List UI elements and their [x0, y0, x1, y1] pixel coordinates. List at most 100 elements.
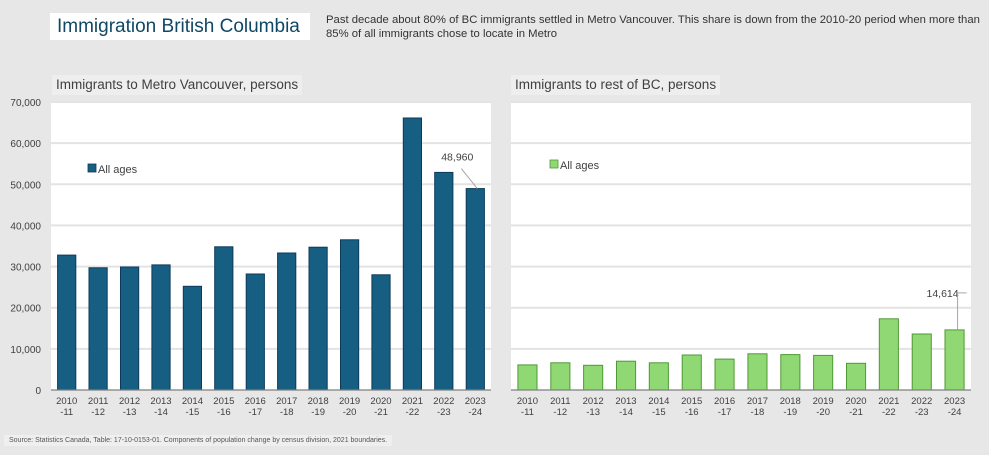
x-tick-label-sub: -14 — [154, 407, 168, 418]
x-tick-label: 2019 — [339, 396, 360, 407]
x-tick-label: 2017 — [276, 396, 297, 407]
bar-2021-22 — [402, 117, 422, 391]
bar-2023-24 — [465, 188, 485, 391]
bar-2022-23 — [434, 171, 454, 391]
chart-title-rest-of-bc: Immigrants to rest of BC, persons — [511, 75, 721, 95]
bar-2020-21 — [846, 362, 867, 391]
leader-line — [957, 292, 967, 330]
page-subtitle: Past decade about 80% of BC immigrants s… — [326, 14, 980, 40]
y-tick-label: 40,000 — [10, 221, 41, 232]
x-tick-label: 2011 — [550, 396, 570, 407]
x-tick-label-sub: -19 — [783, 407, 797, 418]
plot-area — [51, 102, 491, 390]
x-tick-label-sub: -20 — [816, 407, 830, 418]
y-tick-label: 60,000 — [10, 139, 41, 150]
y-tick-label: 0 — [35, 386, 41, 397]
bar-2013-14 — [151, 264, 171, 391]
x-tick-label: 2022 — [911, 396, 932, 407]
bar-2010-11 — [517, 364, 538, 391]
x-tick-label: 2022 — [433, 396, 454, 407]
x-tick-label-sub: -15 — [186, 407, 200, 418]
bar-2014-15 — [182, 285, 203, 391]
x-tick-label: 2016 — [714, 396, 735, 407]
x-tick-label: 2015 — [681, 396, 702, 407]
x-tick-label: 2021 — [402, 396, 423, 407]
x-tick-label-sub: -16 — [685, 407, 699, 418]
bar-2010-11 — [57, 254, 77, 391]
x-tick-label: 2018 — [780, 396, 801, 407]
x-tick-label: 2015 — [213, 396, 234, 407]
data-label-rest: 14,614 — [927, 288, 959, 300]
bar-2016-17 — [245, 273, 265, 391]
chart-title-metro-vancouver: Immigrants to Metro Vancouver, persons — [52, 75, 303, 95]
x-tick-label: 2019 — [813, 396, 834, 407]
bar-2019-20 — [340, 239, 360, 391]
x-tick-label-sub: -13 — [586, 407, 600, 418]
leader-line — [460, 168, 478, 189]
x-tick-label-sub: -17 — [248, 407, 262, 418]
bar-2016-17 — [714, 358, 735, 391]
x-tick-label-sub: -24 — [948, 407, 962, 418]
bar-2018-19 — [308, 246, 328, 391]
bar-2017-18 — [747, 353, 768, 391]
legend-swatch — [549, 159, 559, 169]
y-tick-label: 30,000 — [10, 263, 41, 274]
bar-2011-12 — [550, 362, 571, 391]
bar-2012-13 — [583, 364, 604, 391]
x-tick-label: 2013 — [615, 396, 636, 407]
bar-2011-12 — [88, 267, 108, 391]
x-tick-label: 2016 — [245, 396, 266, 407]
chart-rest: 2010-112011-122012-132013-142014-152015-… — [511, 101, 971, 418]
x-tick-label-sub: -18 — [751, 407, 765, 418]
x-tick-label: 2011 — [88, 396, 108, 407]
page-title: Immigration British Columbia — [50, 13, 310, 40]
x-tick-label-sub: -23 — [915, 407, 929, 418]
x-tick-label-sub: -13 — [123, 407, 137, 418]
x-tick-label: 2010 — [56, 396, 77, 407]
bar-2015-16 — [681, 354, 702, 391]
bar-2021-22 — [878, 318, 899, 391]
x-tick-label-sub: -11 — [521, 407, 534, 418]
y-tick-label: 20,000 — [10, 304, 41, 315]
bar-2020-21 — [371, 274, 391, 391]
x-tick-label: 2013 — [150, 396, 171, 407]
x-tick-label-sub: -22 — [882, 407, 896, 418]
x-tick-label-sub: -23 — [437, 407, 451, 418]
data-label-metro: 48,960 — [441, 152, 473, 164]
x-tick-label-sub: -24 — [468, 407, 482, 418]
legend-label: All ages — [560, 160, 600, 172]
bar-2013-14 — [616, 360, 637, 391]
x-tick-label-sub: -14 — [619, 407, 633, 418]
bar-2014-15 — [648, 362, 669, 391]
x-tick-label: 2010 — [517, 396, 538, 407]
x-tick-label: 2023 — [944, 396, 965, 407]
bar-2019-20 — [813, 354, 834, 391]
x-tick-label-sub: -12 — [91, 407, 105, 418]
x-tick-label-sub: -16 — [217, 407, 231, 418]
x-tick-label-sub: -21 — [849, 407, 863, 418]
x-tick-label-sub: -12 — [553, 407, 567, 418]
x-tick-label: 2018 — [308, 396, 329, 407]
chart-metro: 0 10,000 20,000 30,000 40,000 50,000 60,000 70,… — [10, 98, 491, 418]
x-tick-label: 2020 — [370, 396, 391, 407]
x-tick-label-sub: -15 — [652, 407, 666, 418]
bar-2015-16 — [214, 246, 234, 391]
bar-2023-24 — [944, 329, 965, 391]
bar-2018-19 — [780, 354, 801, 391]
x-tick-label: 2012 — [119, 396, 140, 407]
x-tick-label: 2014 — [182, 396, 203, 407]
x-tick-label: 2021 — [878, 396, 899, 407]
x-tick-label-sub: -17 — [718, 407, 732, 418]
x-tick-label: 2020 — [845, 396, 866, 407]
bar-2012-13 — [120, 266, 140, 391]
x-tick-label-sub: -18 — [280, 407, 294, 418]
x-tick-label-sub: -20 — [343, 407, 357, 418]
x-tick-label: 2017 — [747, 396, 768, 407]
x-tick-label-sub: -19 — [311, 407, 325, 418]
legend-label: All ages — [98, 164, 138, 176]
x-tick-label-sub: -11 — [60, 407, 73, 418]
bar-2017-18 — [277, 252, 297, 391]
legend-swatch — [87, 163, 97, 173]
y-tick-label: 50,000 — [10, 180, 41, 191]
